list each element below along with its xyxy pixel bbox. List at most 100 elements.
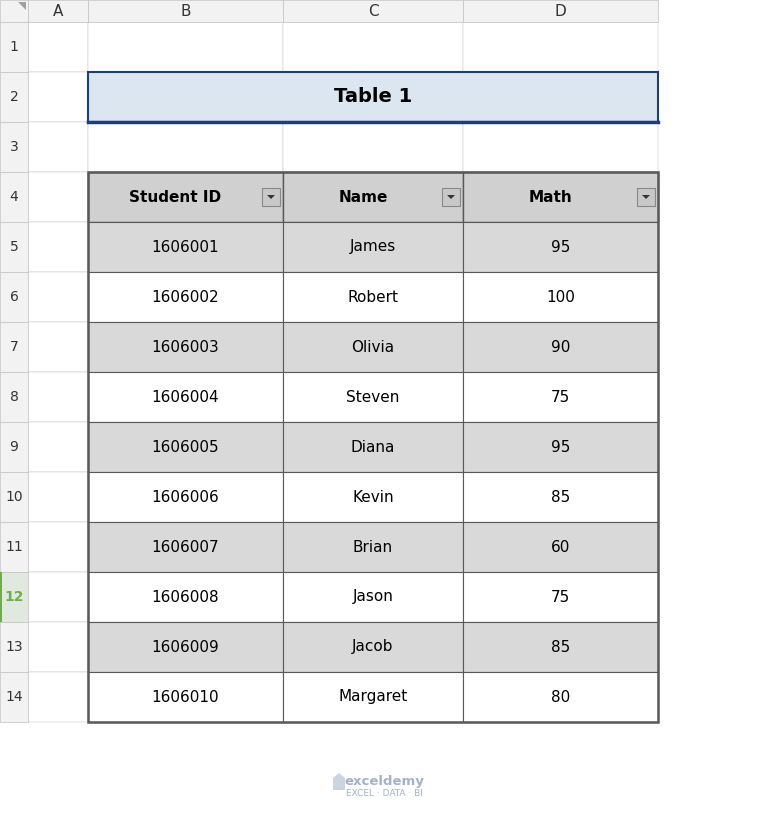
Bar	[283, 322, 463, 372]
Text: 60: 60	[551, 540, 570, 554]
Text: 9: 9	[9, 440, 18, 454]
Bar	[88, 72, 658, 122]
Bar	[88, 172, 658, 722]
Text: D: D	[554, 3, 566, 19]
Bar	[637, 188, 655, 206]
Text: 1606002: 1606002	[152, 290, 220, 304]
Text: 14: 14	[5, 690, 23, 704]
Bar	[28, 272, 88, 322]
Bar	[88, 172, 283, 222]
Bar	[88, 572, 283, 622]
Bar	[88, 172, 283, 222]
Bar	[28, 322, 88, 372]
Bar	[463, 322, 658, 372]
Bar	[283, 522, 463, 572]
Bar	[283, 472, 463, 522]
Bar	[28, 22, 88, 72]
Bar	[463, 472, 658, 522]
Bar	[463, 622, 658, 672]
Bar	[28, 0, 88, 22]
Text: Diana: Diana	[351, 440, 396, 454]
Bar	[88, 22, 283, 72]
Text: 1606004: 1606004	[152, 390, 220, 405]
Bar	[88, 222, 283, 272]
Text: A: A	[53, 3, 63, 19]
Bar	[28, 522, 88, 572]
Bar	[0, 0, 28, 22]
Bar	[88, 72, 658, 122]
Bar	[442, 188, 460, 206]
Bar	[88, 122, 283, 172]
Bar	[0, 72, 28, 122]
Bar	[463, 622, 658, 672]
Text: Table 1: Table 1	[334, 87, 412, 107]
Bar	[463, 172, 658, 222]
Bar	[88, 622, 283, 672]
Bar	[463, 222, 658, 272]
Bar	[283, 672, 463, 722]
Bar	[88, 572, 283, 622]
Bar	[0, 472, 28, 522]
Bar	[88, 322, 283, 372]
Text: Jason: Jason	[353, 589, 393, 605]
Bar	[88, 0, 283, 22]
Bar	[283, 522, 463, 572]
Bar	[88, 472, 283, 522]
Text: Jacob: Jacob	[353, 640, 394, 654]
Bar	[88, 522, 283, 572]
Bar	[283, 472, 463, 522]
Bar	[28, 172, 88, 222]
Text: 1606008: 1606008	[152, 589, 220, 605]
Bar	[0, 322, 28, 372]
Bar	[283, 322, 463, 372]
Text: 1606005: 1606005	[152, 440, 220, 454]
Bar	[88, 222, 283, 272]
Bar	[88, 422, 283, 472]
Text: 1606001: 1606001	[152, 239, 220, 255]
Polygon shape	[18, 2, 26, 10]
Bar	[88, 272, 283, 322]
Text: C: C	[368, 3, 379, 19]
Text: 80: 80	[551, 689, 570, 704]
Bar	[88, 322, 283, 372]
Bar	[28, 372, 88, 422]
Text: Steven: Steven	[346, 390, 399, 405]
Bar	[283, 422, 463, 472]
Text: James: James	[350, 239, 396, 255]
Bar	[88, 72, 283, 122]
Bar	[283, 122, 463, 172]
Bar	[283, 222, 463, 272]
Bar	[0, 672, 28, 722]
Bar	[88, 472, 283, 522]
Polygon shape	[447, 195, 455, 199]
Bar	[28, 672, 88, 722]
Bar	[463, 172, 658, 222]
Bar	[28, 622, 88, 672]
Polygon shape	[333, 773, 345, 790]
Text: exceldemy: exceldemy	[344, 776, 424, 789]
Text: 7: 7	[10, 340, 18, 354]
Bar	[88, 372, 283, 422]
Bar	[283, 572, 463, 622]
Text: EXCEL · DATA · BI: EXCEL · DATA · BI	[346, 789, 422, 798]
Text: 11: 11	[5, 540, 23, 554]
Bar	[88, 372, 283, 422]
Bar	[283, 172, 463, 222]
Bar	[463, 372, 658, 422]
Bar	[283, 272, 463, 322]
Text: 12: 12	[5, 590, 24, 604]
Text: 1606010: 1606010	[152, 689, 220, 704]
Bar	[463, 122, 658, 172]
Bar	[463, 422, 658, 472]
Bar	[28, 422, 88, 472]
Text: B: B	[180, 3, 190, 19]
Bar	[463, 0, 658, 22]
Text: 85: 85	[551, 489, 570, 505]
Text: 3: 3	[10, 140, 18, 154]
Text: Student ID: Student ID	[130, 190, 221, 204]
Text: 95: 95	[551, 239, 570, 255]
Bar	[0, 372, 28, 422]
Bar	[88, 672, 283, 722]
Text: 90: 90	[551, 339, 570, 355]
Bar	[283, 622, 463, 672]
